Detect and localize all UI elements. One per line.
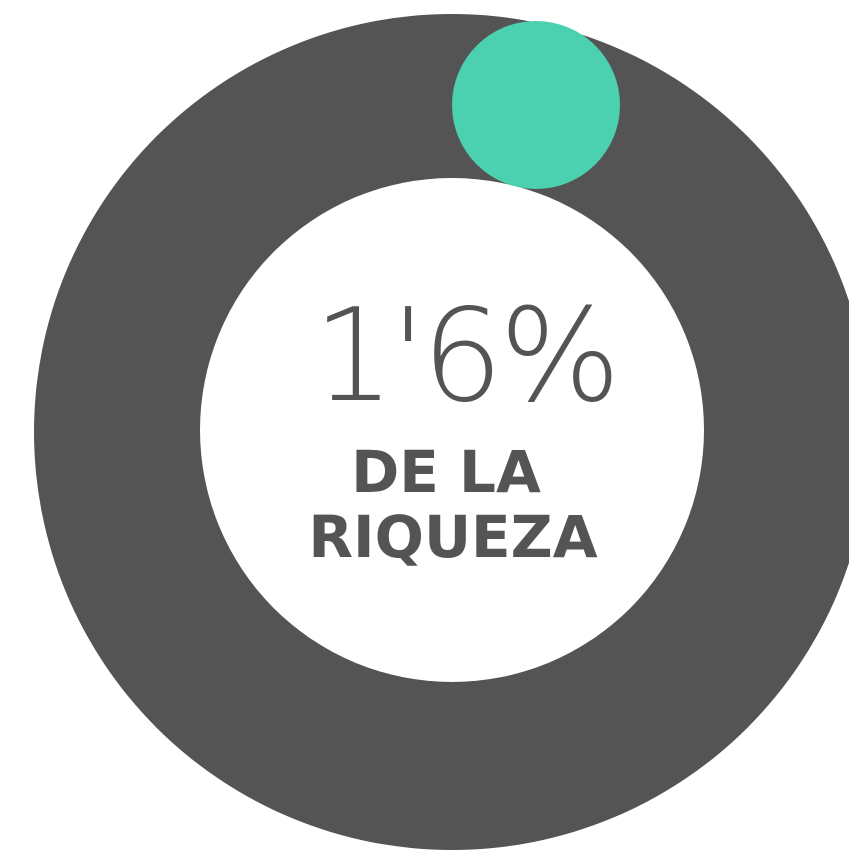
stat-caption: DE LA: [351, 438, 541, 506]
ring-hole: [200, 178, 704, 682]
stat-value: 1'6%: [313, 282, 617, 431]
stat-caption: RIQUEZA: [308, 503, 597, 571]
progress-dot: [452, 21, 620, 189]
